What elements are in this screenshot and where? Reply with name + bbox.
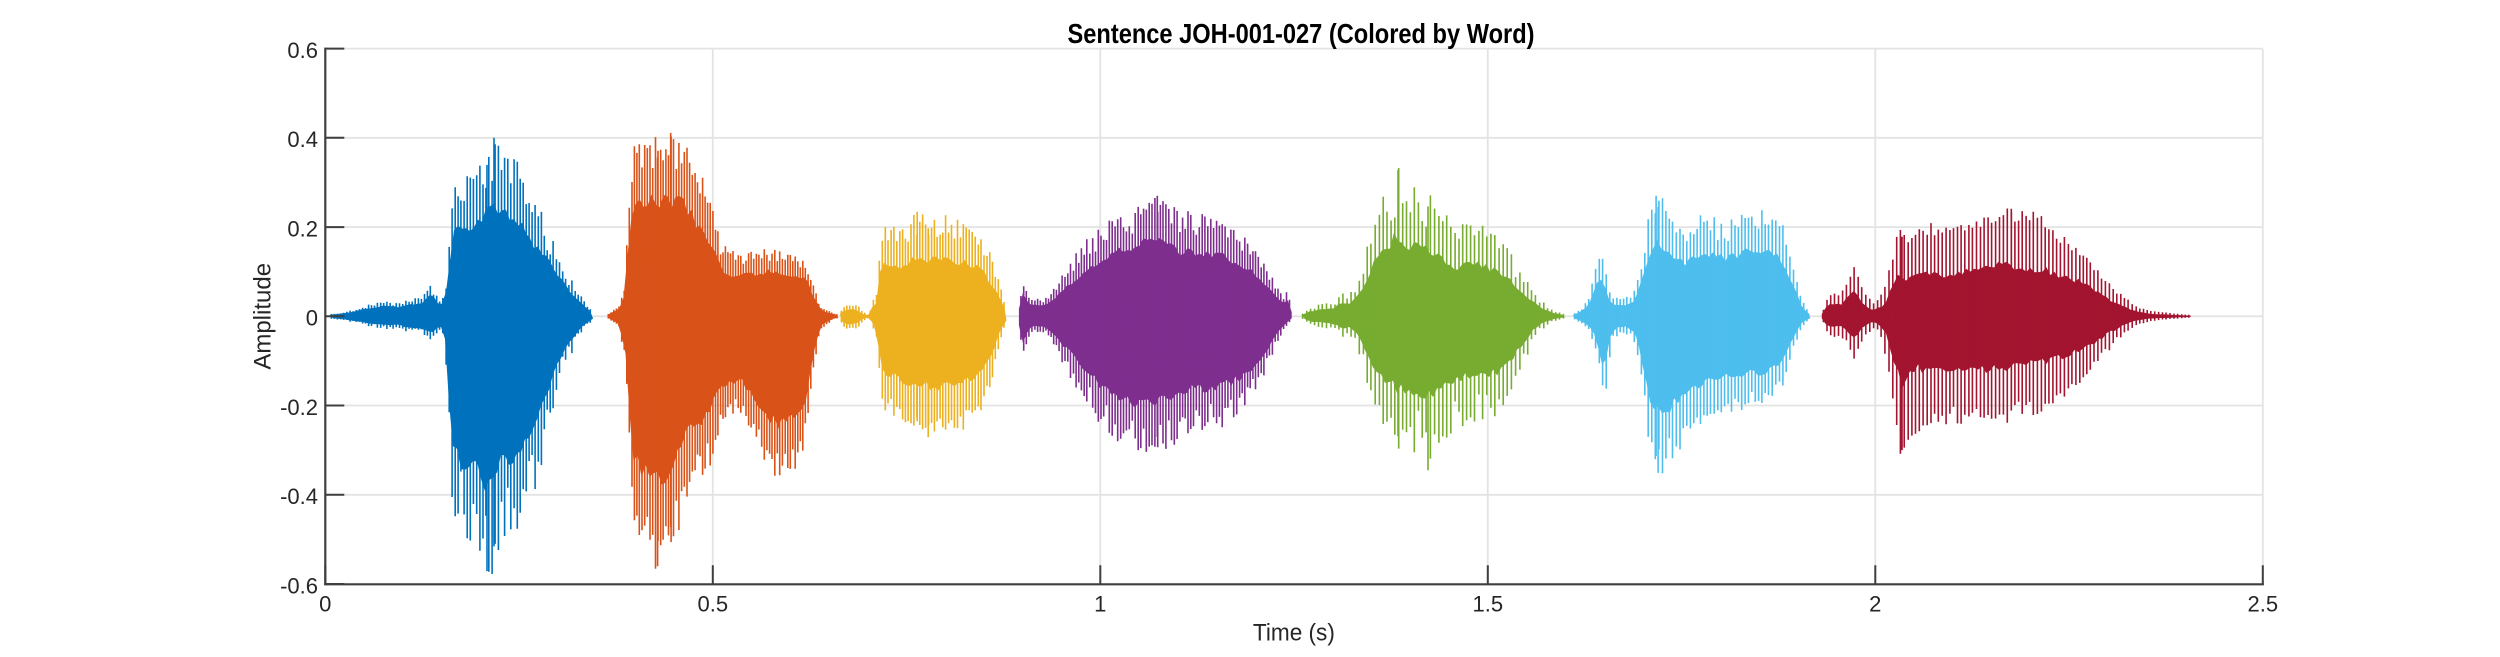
svg-text:-0.4: -0.4 [280,484,318,509]
svg-text:1.5: 1.5 [1473,592,1504,617]
svg-text:2: 2 [1869,592,1881,617]
svg-text:Sentence JOH-001-027 (Colored: Sentence JOH-001-027 (Colored by Word) [1068,18,1535,49]
svg-text:0.2: 0.2 [287,217,318,242]
svg-text:0: 0 [319,592,331,617]
svg-text:-0.6: -0.6 [280,573,318,598]
svg-text:2.5: 2.5 [2248,592,2279,617]
svg-text:0.6: 0.6 [287,38,318,63]
svg-text:1: 1 [1094,592,1106,617]
svg-text:Time (s): Time (s) [1253,620,1335,647]
svg-text:0.4: 0.4 [287,127,318,152]
svg-text:0.5: 0.5 [698,592,729,617]
svg-text:-0.2: -0.2 [280,395,318,420]
svg-text:Amplitude: Amplitude [250,263,277,370]
svg-text:0: 0 [306,306,318,331]
